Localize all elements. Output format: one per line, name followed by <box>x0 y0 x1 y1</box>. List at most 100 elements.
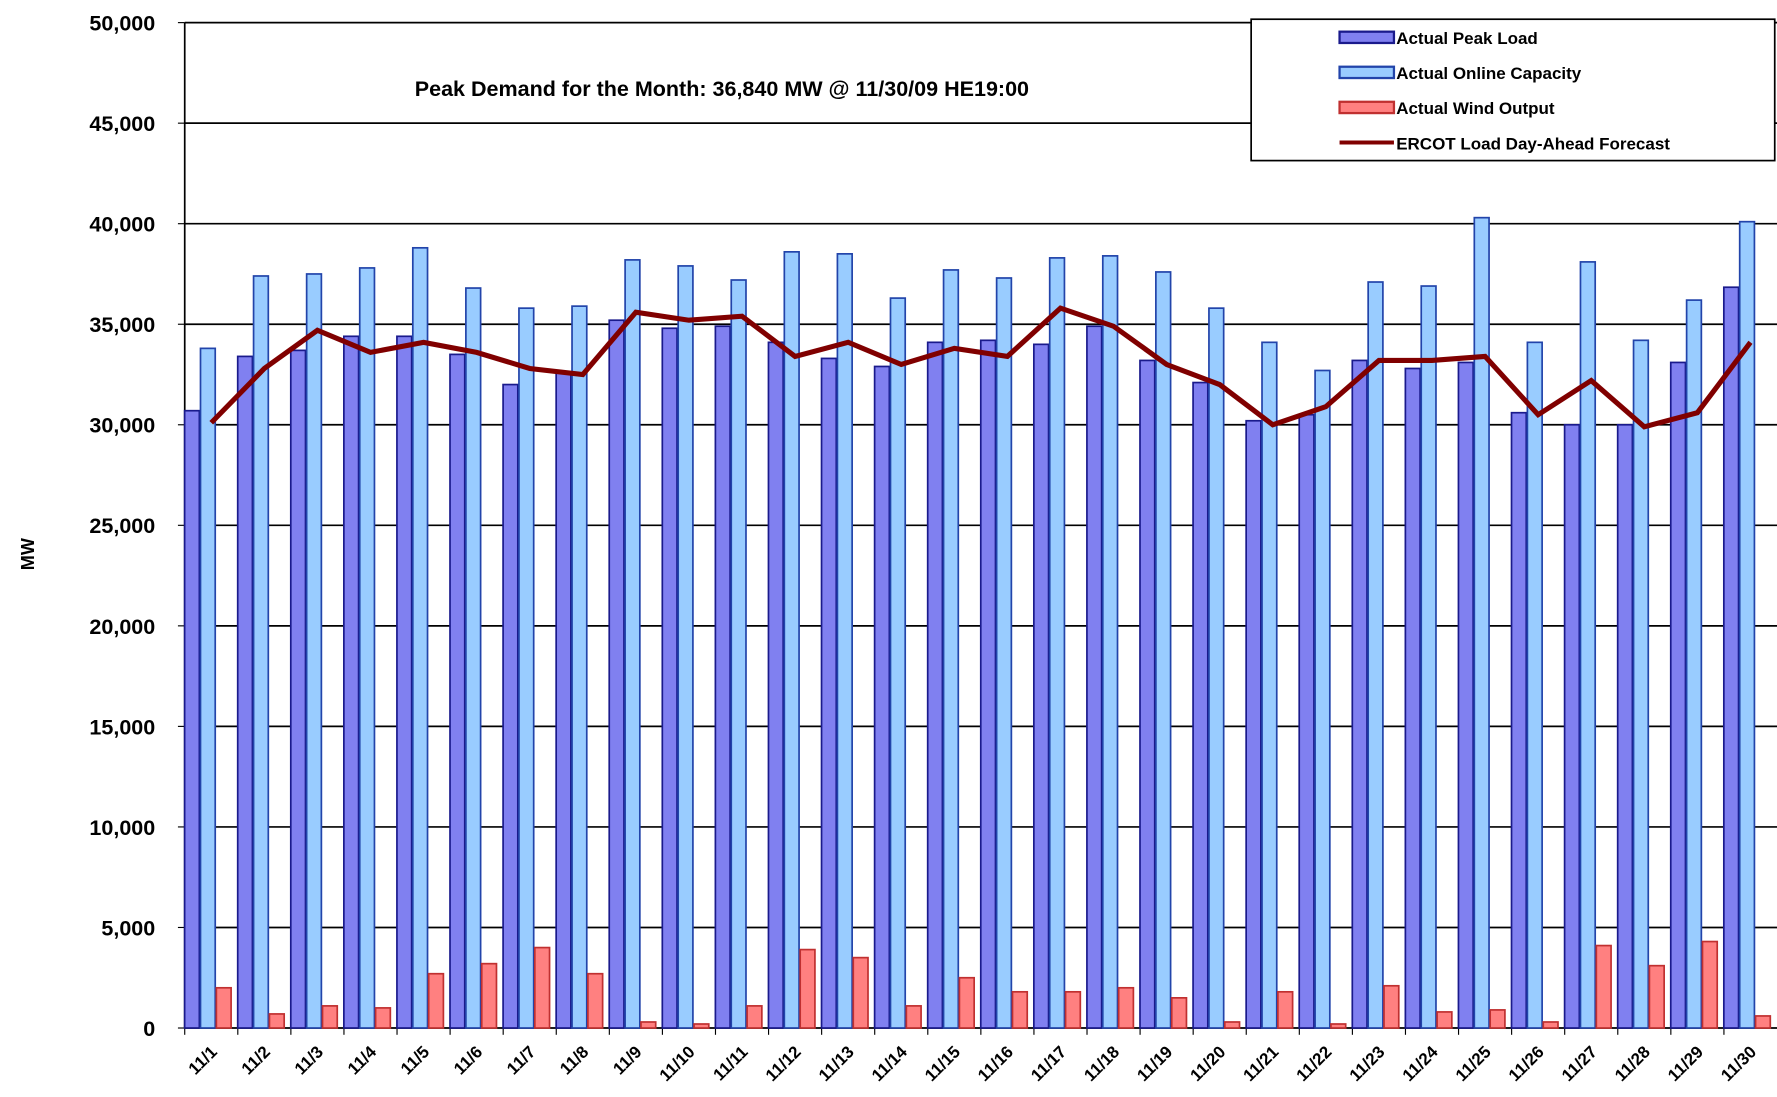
bar <box>1616 423 1634 1029</box>
bar <box>236 355 254 1029</box>
bar <box>1367 281 1384 1029</box>
x-tick-label: 11/25 <box>1452 1042 1495 1085</box>
bar <box>183 409 201 1029</box>
x-tick-label: 11/1 <box>185 1042 221 1078</box>
bar <box>1064 990 1082 1029</box>
x-tick-label: 11/23 <box>1346 1042 1389 1085</box>
bar <box>465 287 482 1029</box>
bar <box>1139 359 1156 1029</box>
bar <box>480 962 498 1029</box>
bar <box>358 267 376 1029</box>
bar <box>1223 1021 1241 1029</box>
bar <box>1208 307 1225 1029</box>
bar <box>1298 413 1315 1029</box>
bar <box>1701 940 1719 1029</box>
x-tick-label: 11/4 <box>344 1042 381 1078</box>
x-tick-label: 11/16 <box>974 1042 1017 1085</box>
bar <box>767 341 785 1029</box>
bar <box>533 946 551 1029</box>
bar <box>624 259 641 1029</box>
x-tick-label: 11/12 <box>762 1042 805 1085</box>
bar <box>942 269 960 1029</box>
x-tick-label: 11/20 <box>1186 1042 1229 1085</box>
x-tick-label: 11/11 <box>709 1042 751 1084</box>
legend-swatch <box>1338 100 1396 115</box>
x-tick-label: 11/18 <box>1080 1042 1123 1085</box>
bar <box>852 956 869 1029</box>
y-tick-label: 35,000 <box>89 313 155 337</box>
y-tick-label: 50,000 <box>89 12 155 36</box>
x-tick-label: 11/6 <box>450 1042 486 1078</box>
bar <box>889 297 907 1029</box>
bar <box>1510 411 1528 1029</box>
bar <box>1101 255 1119 1029</box>
legend-label: Actual Peak Load <box>1396 29 1538 48</box>
bar <box>873 365 891 1029</box>
bar <box>1086 325 1103 1029</box>
bar <box>730 279 747 1029</box>
bar <box>427 972 445 1029</box>
bar <box>1277 990 1294 1029</box>
bar <box>1669 361 1687 1029</box>
bar <box>289 349 307 1029</box>
y-tick-label: 40,000 <box>89 213 155 237</box>
x-tick-label: 11/26 <box>1505 1042 1548 1085</box>
x-tick-label: 11/8 <box>556 1042 592 1078</box>
legend-label: Actual Online Capacity <box>1396 64 1582 83</box>
bar <box>1526 341 1543 1029</box>
bar <box>1383 984 1400 1029</box>
bar <box>1648 964 1665 1029</box>
bar <box>958 976 976 1029</box>
y-tick-label: 30,000 <box>89 414 155 438</box>
x-tick-label: 11/15 <box>921 1042 964 1085</box>
bar <box>1261 341 1278 1029</box>
x-tick-label: 11/13 <box>815 1042 858 1085</box>
bar <box>693 1023 710 1029</box>
bar <box>1048 257 1066 1029</box>
bar <box>608 319 625 1029</box>
bar <box>836 253 853 1029</box>
bar <box>1595 944 1612 1029</box>
x-tick-label: 11/28 <box>1611 1042 1654 1085</box>
y-tick-label: 20,000 <box>89 615 155 639</box>
y-tick-label: 15,000 <box>89 715 155 739</box>
bar <box>449 353 466 1029</box>
x-tick-label: 11/2 <box>238 1042 274 1078</box>
x-tick-label: 11/5 <box>397 1042 433 1078</box>
bar <box>1192 381 1209 1029</box>
y-tick-label: 5,000 <box>101 916 155 940</box>
y-tick-label: 45,000 <box>89 112 155 136</box>
bar <box>1489 1009 1506 1029</box>
bar <box>321 1005 339 1029</box>
bar <box>640 1021 657 1029</box>
bar <box>1563 423 1581 1029</box>
bar <box>783 251 800 1029</box>
y-axis-label: MW <box>18 537 38 570</box>
bar <box>518 307 535 1029</box>
x-tick-label: 11/19 <box>1133 1042 1176 1085</box>
bar <box>1436 1011 1453 1029</box>
x-tick-label: 11/24 <box>1399 1042 1442 1085</box>
bar <box>1473 216 1490 1029</box>
bar <box>1722 286 1740 1029</box>
bar <box>215 986 232 1029</box>
x-tick-label: 11/21 <box>1240 1042 1283 1085</box>
bar <box>1685 299 1703 1029</box>
x-tick-label: 11/29 <box>1664 1042 1707 1085</box>
bar <box>1011 990 1029 1029</box>
line-series <box>209 305 1753 430</box>
bar <box>1542 1021 1559 1029</box>
bar <box>661 327 678 1029</box>
bar <box>411 246 429 1029</box>
bar <box>714 325 731 1029</box>
bar <box>677 265 694 1029</box>
y-tick-label: 10,000 <box>89 816 155 840</box>
bar <box>1420 285 1437 1029</box>
bar <box>268 1013 286 1029</box>
x-tick-label: 11/22 <box>1293 1042 1336 1085</box>
y-tick-label: 0 <box>143 1017 155 1041</box>
bar <box>1457 361 1475 1029</box>
bar <box>1404 367 1421 1029</box>
bar <box>1632 339 1650 1029</box>
